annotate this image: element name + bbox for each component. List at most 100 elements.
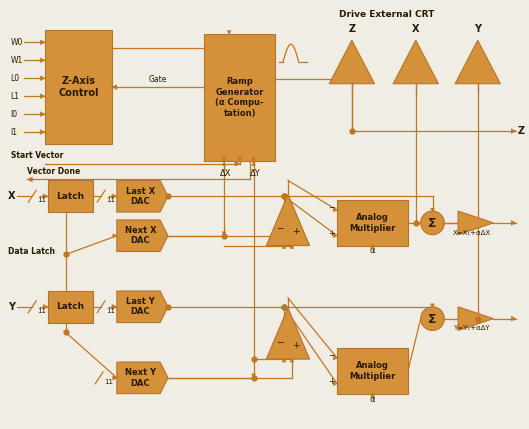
FancyBboxPatch shape (48, 291, 93, 323)
Polygon shape (370, 393, 375, 397)
Text: Σ: Σ (428, 218, 437, 230)
Polygon shape (112, 194, 117, 199)
Polygon shape (43, 194, 48, 199)
Polygon shape (370, 245, 375, 248)
Polygon shape (113, 376, 117, 380)
Text: α: α (370, 395, 375, 404)
Circle shape (421, 307, 444, 330)
Text: −: − (328, 203, 335, 212)
Polygon shape (511, 129, 516, 133)
Text: Last X
DAC: Last X DAC (126, 187, 155, 206)
Text: 11: 11 (37, 308, 46, 314)
Text: ΔX: ΔX (220, 169, 232, 178)
Polygon shape (511, 316, 516, 321)
Text: Y: Y (8, 302, 15, 312)
Polygon shape (222, 162, 226, 166)
Text: +: + (292, 227, 299, 236)
Text: −: − (276, 224, 284, 233)
Polygon shape (113, 376, 117, 380)
Text: 11: 11 (37, 197, 46, 203)
Polygon shape (40, 40, 45, 45)
Polygon shape (43, 304, 48, 309)
FancyBboxPatch shape (337, 348, 408, 394)
Polygon shape (393, 40, 439, 84)
Polygon shape (431, 208, 434, 212)
Polygon shape (252, 162, 256, 166)
Text: Data Latch: Data Latch (8, 248, 54, 257)
Circle shape (421, 211, 444, 235)
Polygon shape (117, 181, 168, 212)
Text: Gate: Gate (149, 75, 167, 84)
Polygon shape (113, 234, 117, 238)
Polygon shape (40, 94, 45, 99)
Text: α: α (370, 247, 375, 256)
FancyBboxPatch shape (48, 181, 93, 212)
Polygon shape (238, 157, 242, 161)
Text: W1: W1 (11, 56, 23, 65)
Polygon shape (266, 308, 309, 359)
Text: Y=Y₁+αΔY: Y=Y₁+αΔY (453, 326, 490, 332)
Polygon shape (290, 245, 294, 248)
Polygon shape (117, 220, 168, 251)
Polygon shape (333, 234, 337, 238)
Polygon shape (117, 362, 168, 394)
Polygon shape (117, 291, 168, 323)
Text: Z: Z (348, 24, 355, 34)
Text: +: + (329, 377, 335, 386)
Polygon shape (40, 76, 45, 81)
Text: −: − (276, 337, 284, 346)
Polygon shape (222, 232, 226, 236)
Text: Y: Y (474, 24, 481, 34)
Text: Start Vector: Start Vector (11, 151, 63, 160)
Text: Analog
Multiplier: Analog Multiplier (349, 213, 396, 233)
Text: L0: L0 (11, 74, 20, 83)
Text: +: + (329, 229, 335, 238)
Polygon shape (333, 356, 337, 360)
Polygon shape (40, 58, 45, 63)
Text: L1: L1 (11, 92, 20, 101)
Text: X: X (8, 191, 15, 201)
Text: Latch: Latch (57, 302, 85, 311)
Text: +: + (292, 341, 299, 350)
FancyBboxPatch shape (204, 34, 275, 161)
Polygon shape (252, 158, 256, 162)
Polygon shape (458, 211, 494, 235)
Polygon shape (235, 161, 240, 166)
Polygon shape (252, 374, 256, 378)
Text: W0: W0 (11, 38, 23, 47)
Text: Vector Done: Vector Done (28, 166, 80, 175)
Text: Next X
DAC: Next X DAC (125, 226, 156, 245)
Polygon shape (28, 177, 32, 182)
Polygon shape (455, 40, 500, 84)
Polygon shape (431, 304, 434, 308)
Polygon shape (333, 208, 337, 212)
Text: Analog
Multiplier: Analog Multiplier (349, 361, 396, 381)
Polygon shape (40, 112, 45, 117)
Text: Latch: Latch (57, 192, 85, 201)
Polygon shape (458, 307, 494, 330)
Text: I1: I1 (11, 127, 17, 136)
Text: I0: I0 (11, 110, 18, 118)
Text: Σ: Σ (428, 313, 437, 326)
Polygon shape (282, 358, 286, 362)
Text: Z-Axis
Control: Z-Axis Control (58, 76, 99, 98)
Text: Next Y
DAC: Next Y DAC (125, 368, 156, 387)
Polygon shape (282, 245, 286, 248)
Polygon shape (511, 221, 516, 225)
Polygon shape (112, 85, 117, 90)
Text: 11: 11 (106, 197, 115, 203)
FancyBboxPatch shape (45, 30, 112, 144)
Text: Z: Z (518, 126, 525, 136)
Polygon shape (40, 130, 45, 135)
Text: ΔY: ΔY (250, 169, 260, 178)
Polygon shape (266, 194, 309, 245)
Text: X: X (412, 24, 419, 34)
Text: 11: 11 (106, 308, 115, 314)
Text: Last Y
DAC: Last Y DAC (126, 297, 155, 317)
Text: Drive External CRT: Drive External CRT (339, 9, 434, 18)
Text: X=X₁+αΔX: X=X₁+αΔX (453, 230, 491, 236)
Polygon shape (290, 358, 294, 362)
Polygon shape (333, 382, 337, 386)
FancyBboxPatch shape (337, 200, 408, 245)
Polygon shape (329, 40, 375, 84)
